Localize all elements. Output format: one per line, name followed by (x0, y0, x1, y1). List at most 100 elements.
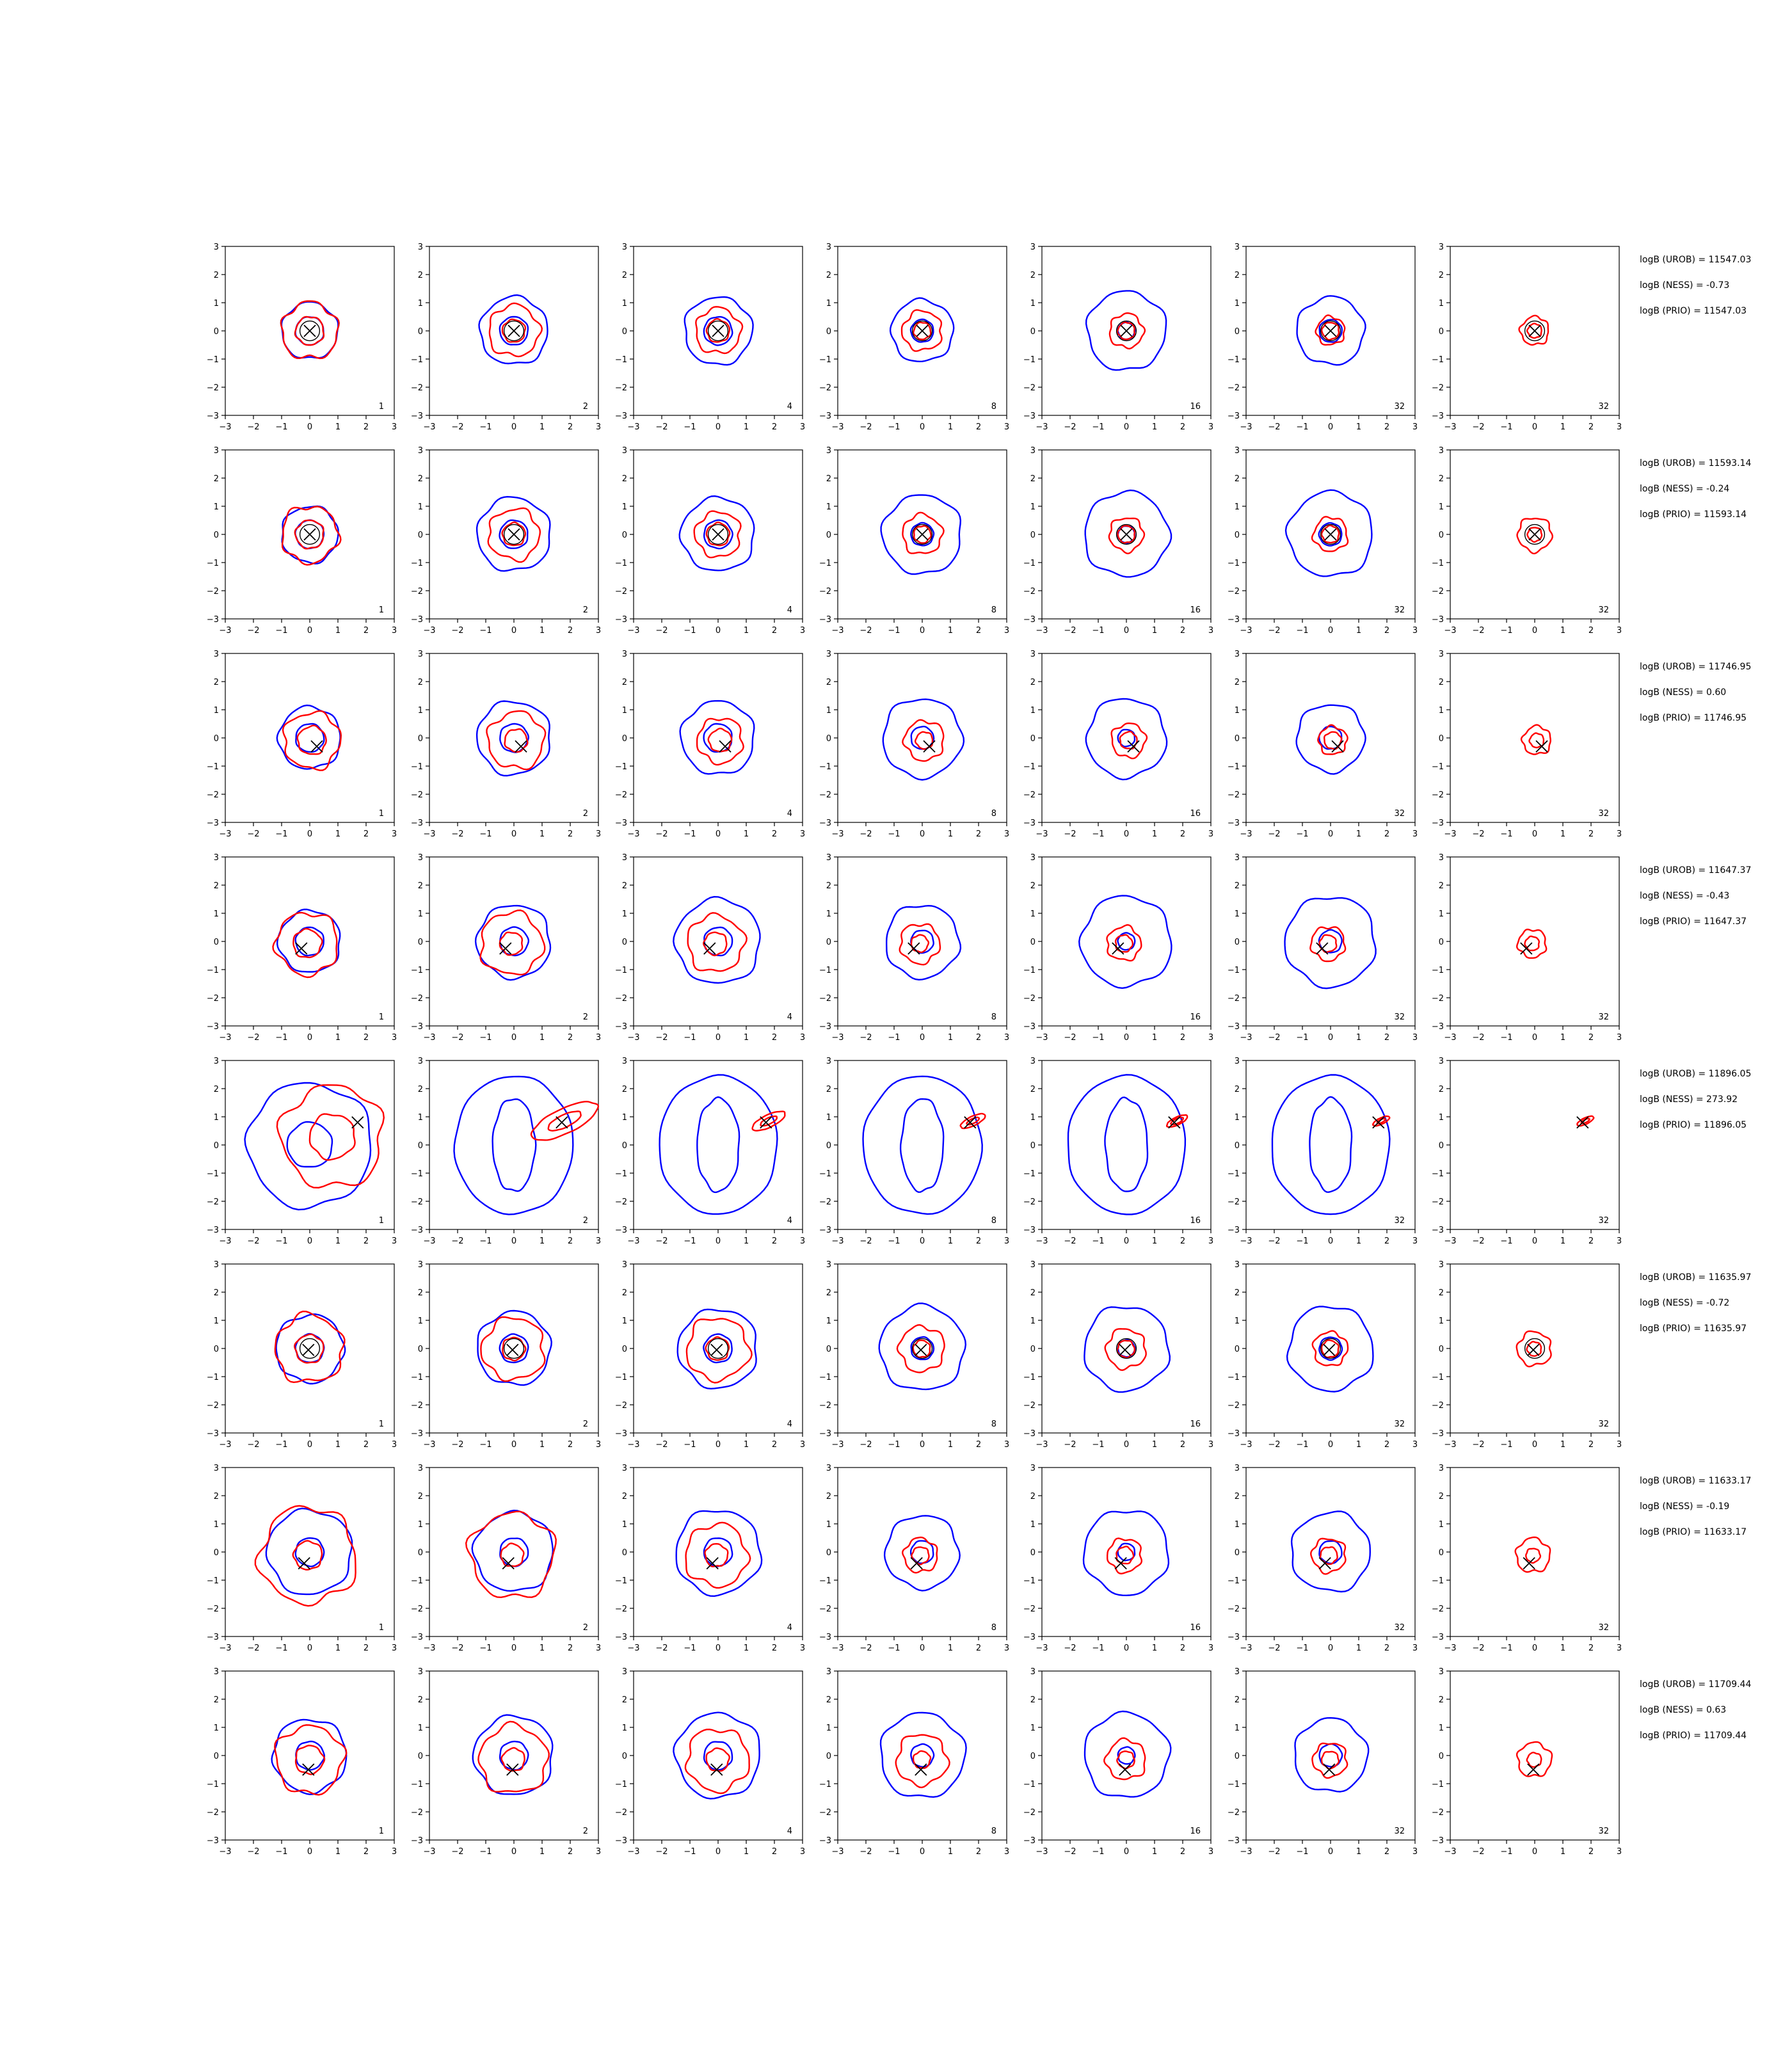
true-value-marker (310, 740, 323, 753)
x-tick-label: 0 (307, 1236, 312, 1246)
y-tick-label: 3 (622, 1464, 627, 1473)
x-tick-label: −3 (1036, 829, 1048, 839)
y-tick-label: −2 (819, 383, 831, 393)
estimate-contour (1116, 1340, 1135, 1359)
y-tick-label: 2 (418, 1492, 423, 1501)
y-tick-label: 1 (622, 1316, 627, 1326)
x-tick-label: 1 (1560, 1644, 1565, 1653)
y-tick-label: 0 (826, 734, 831, 744)
x-tick-label: −3 (627, 1847, 639, 1857)
x-tick-label: −1 (1092, 1644, 1104, 1653)
y-tick-label: 3 (826, 1057, 831, 1066)
y-tick-label: 3 (826, 446, 831, 456)
x-tick-label: 0 (1124, 1440, 1129, 1450)
x-tick-label: −3 (1240, 1440, 1252, 1450)
origin-ring (299, 320, 321, 342)
y-tick-label: −3 (1023, 412, 1036, 421)
x-tick-label: −1 (1092, 1440, 1104, 1450)
reference-contour (703, 1333, 733, 1364)
x-tick-label: −2 (860, 1440, 872, 1450)
x-tick-label: −1 (888, 1440, 900, 1450)
y-tick-label: 3 (826, 1464, 831, 1473)
y-tick-label: −3 (1023, 615, 1036, 625)
y-tick-label: −3 (1228, 819, 1240, 828)
x-tick-label: −2 (1064, 1644, 1076, 1653)
estimate-contour (547, 1110, 582, 1132)
estimate-contour (500, 1747, 525, 1772)
x-tick-label: −1 (275, 1440, 287, 1450)
subplot-r2-c7: −3 −2 −1 0 1 2 3 −3 −2 −1 0 1 2 3 32 (1432, 446, 1622, 636)
x-tick-label: 2 (568, 1847, 573, 1857)
x-tick-label: 3 (392, 1644, 397, 1653)
origin-ring (911, 320, 933, 342)
plot-frame (1245, 653, 1416, 823)
true-value-marker (508, 528, 520, 541)
y-tick-label: 0 (214, 1752, 219, 1761)
y-tick-label: 2 (418, 881, 423, 891)
y-tick-label: 0 (622, 734, 627, 744)
panel-count-label: 2 (583, 605, 588, 615)
x-tick-label: −3 (627, 1236, 639, 1246)
x-tick-label: 3 (1617, 422, 1622, 432)
x-tick-label: −1 (479, 829, 492, 839)
x-tick-label: 0 (307, 1847, 312, 1857)
panel-count-label: 32 (1598, 605, 1609, 615)
y-tick-label: 2 (1439, 474, 1444, 484)
y-tick-label: −3 (207, 412, 219, 421)
x-tick-label: 1 (1152, 1847, 1157, 1857)
y-tick-label: −2 (1432, 383, 1444, 393)
true-value-marker (1324, 324, 1337, 337)
true-value-marker (1114, 1556, 1127, 1570)
x-tick-label: 2 (364, 1847, 369, 1857)
x-tick-label: −3 (831, 829, 844, 839)
x-tick-label: 2 (1384, 1033, 1389, 1043)
x-tick-label: 0 (1124, 829, 1129, 839)
x-tick-label: 2 (772, 626, 777, 636)
reference-contour (1085, 290, 1167, 371)
y-tick-label: 3 (1030, 1464, 1036, 1473)
x-tick-label: −3 (831, 422, 844, 432)
estimate-contour (296, 724, 327, 755)
y-tick-label: 1 (826, 1316, 831, 1326)
estimate-contour (696, 717, 744, 766)
y-tick-label: −3 (1023, 1633, 1036, 1642)
subplot-r8-c6: −3 −2 −1 0 1 2 3 −3 −2 −1 0 1 2 3 32 (1228, 1667, 1418, 1857)
x-tick-label: 1 (1560, 1033, 1565, 1043)
y-tick-label: 2 (418, 1288, 423, 1298)
true-value-marker (302, 1343, 315, 1356)
y-tick-label: 2 (418, 271, 423, 280)
y-tick-label: 0 (1439, 1548, 1444, 1558)
true-value-marker (1324, 528, 1337, 541)
y-tick-label: 2 (214, 474, 219, 484)
x-tick-label: −2 (247, 422, 259, 432)
x-tick-label: 0 (1328, 1033, 1333, 1043)
true-value-marker (1520, 942, 1533, 955)
subplot-r6-c1: −3 −2 −1 0 1 2 3 −3 −2 −1 0 1 2 3 1 (207, 1260, 397, 1450)
y-tick-label: 0 (1439, 938, 1444, 947)
estimate-contour (760, 1115, 778, 1127)
y-tick-label: 2 (1235, 1085, 1240, 1094)
x-tick-label: −1 (1296, 1033, 1308, 1043)
estimate-contour (294, 316, 325, 346)
x-tick-label: 1 (540, 1033, 545, 1043)
x-tick-label: 2 (1384, 1236, 1389, 1246)
y-tick-label: −2 (1432, 587, 1444, 596)
x-tick-label: 3 (1004, 1440, 1009, 1450)
y-tick-label: −1 (411, 355, 423, 365)
x-tick-label: 0 (1124, 1644, 1129, 1653)
reference-contour (673, 896, 761, 984)
x-tick-label: −1 (479, 1644, 492, 1653)
y-tick-label: 2 (622, 271, 627, 280)
reference-contour (910, 1336, 935, 1361)
panel-count-label: 4 (787, 402, 792, 412)
x-tick-label: −2 (1268, 829, 1280, 839)
y-tick-label: 1 (418, 1724, 423, 1733)
true-value-marker (508, 324, 520, 337)
x-tick-label: −3 (1444, 829, 1456, 839)
y-tick-label: 0 (214, 734, 219, 744)
x-tick-label: 1 (1152, 1236, 1157, 1246)
y-tick-label: −3 (1228, 412, 1240, 421)
y-tick-label: 2 (1439, 1288, 1444, 1298)
